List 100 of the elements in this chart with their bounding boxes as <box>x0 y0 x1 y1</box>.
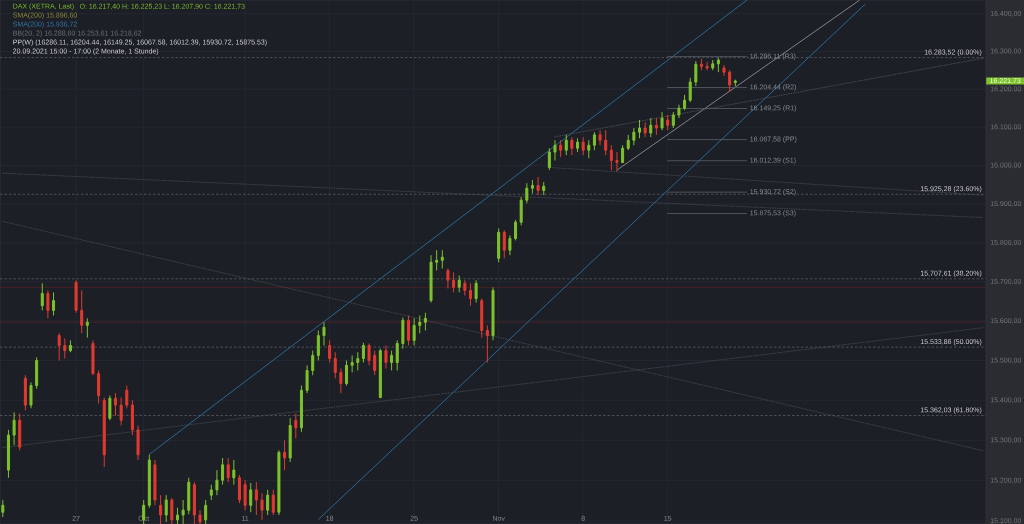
candlestick <box>570 136 574 156</box>
candlestick <box>418 315 422 334</box>
candlestick <box>68 339 72 353</box>
candlestick <box>271 489 275 516</box>
candlestick <box>40 282 44 311</box>
candlestick <box>581 136 585 156</box>
candlestick <box>395 339 399 371</box>
candlestick <box>598 129 602 146</box>
candlestick <box>243 479 247 511</box>
candlestick <box>677 104 681 119</box>
candlestick <box>559 139 563 158</box>
candlestick <box>660 111 664 131</box>
candlestick <box>356 351 360 371</box>
candlestick <box>576 137 580 153</box>
candlestick <box>632 127 636 146</box>
candlestick <box>423 312 427 331</box>
candlestick <box>553 139 557 162</box>
candlestick <box>508 234 512 256</box>
candlestick <box>164 494 168 523</box>
candlestick <box>429 254 433 304</box>
candlestick <box>452 271 456 293</box>
candlestick <box>74 279 78 314</box>
candlestick <box>637 119 642 139</box>
candlestick <box>221 457 225 486</box>
candlestick <box>232 459 236 486</box>
candlestick <box>468 282 472 307</box>
candlestick <box>694 60 698 87</box>
candlestick <box>266 489 270 516</box>
candlestick <box>542 181 546 196</box>
candlestick <box>6 429 10 479</box>
candlestick <box>125 385 129 409</box>
candlestick <box>328 339 332 364</box>
candlestick <box>604 129 608 156</box>
candlestick <box>52 291 56 317</box>
candlestick <box>609 144 613 171</box>
candlestick <box>187 477 191 515</box>
candlestick <box>18 412 22 451</box>
candlestick <box>666 114 670 131</box>
candlestick <box>412 317 416 346</box>
candlestick <box>260 492 264 521</box>
candlestick <box>384 344 388 369</box>
candlestick <box>35 356 39 390</box>
candlestick <box>530 179 534 194</box>
candlestick <box>322 321 326 346</box>
candlestick <box>294 412 298 439</box>
candlestick <box>699 58 703 71</box>
candlestick <box>91 339 95 376</box>
candlestick <box>361 342 365 364</box>
candlestick <box>283 439 287 471</box>
candlestick <box>474 279 478 304</box>
candlestick <box>311 350 315 376</box>
candlestick <box>592 131 596 151</box>
candlestick <box>485 324 489 364</box>
candlestick <box>97 369 101 404</box>
candlestick <box>564 134 568 156</box>
candlestick <box>525 182 529 204</box>
candlestick <box>345 360 349 387</box>
candlestick <box>711 59 715 71</box>
candlestick <box>722 64 726 77</box>
candlestick <box>688 77 692 103</box>
candlestick <box>497 227 501 263</box>
candlestick <box>85 317 89 339</box>
candlestick <box>119 397 123 426</box>
candlestick <box>502 229 506 259</box>
candlestick <box>249 482 253 513</box>
candlestick <box>480 298 484 339</box>
candlestick <box>46 289 50 319</box>
candlestick <box>446 267 450 289</box>
candlestick <box>226 457 230 483</box>
candlestick <box>23 374 27 411</box>
candlestick <box>643 121 647 138</box>
candlestick <box>491 286 495 341</box>
candlestick <box>288 417 292 463</box>
candlestick <box>136 424 140 461</box>
candlestick <box>1 499 5 518</box>
candlestick <box>671 111 675 129</box>
candlestick <box>63 337 67 360</box>
candlestick <box>12 411 16 446</box>
candlestick <box>435 249 439 271</box>
candlestick <box>350 354 354 373</box>
candlestick <box>80 289 84 334</box>
candlestick <box>728 69 732 93</box>
candlestick <box>373 350 377 376</box>
candlestick <box>716 57 720 73</box>
candlestick <box>175 507 179 524</box>
candlestick <box>587 139 591 159</box>
candlestick <box>130 399 134 436</box>
candlestick <box>536 176 540 196</box>
candlestick <box>367 343 371 366</box>
candlestick <box>626 134 630 151</box>
candlestick <box>277 449 281 516</box>
candlestick <box>547 147 551 171</box>
candlestick <box>440 249 444 269</box>
candlestick <box>215 469 219 496</box>
candlestick <box>316 329 320 362</box>
candlestick <box>406 315 411 346</box>
candlestick <box>339 367 343 394</box>
candlestick <box>209 484 213 501</box>
candlestick <box>683 94 687 111</box>
candlestick <box>153 459 157 506</box>
